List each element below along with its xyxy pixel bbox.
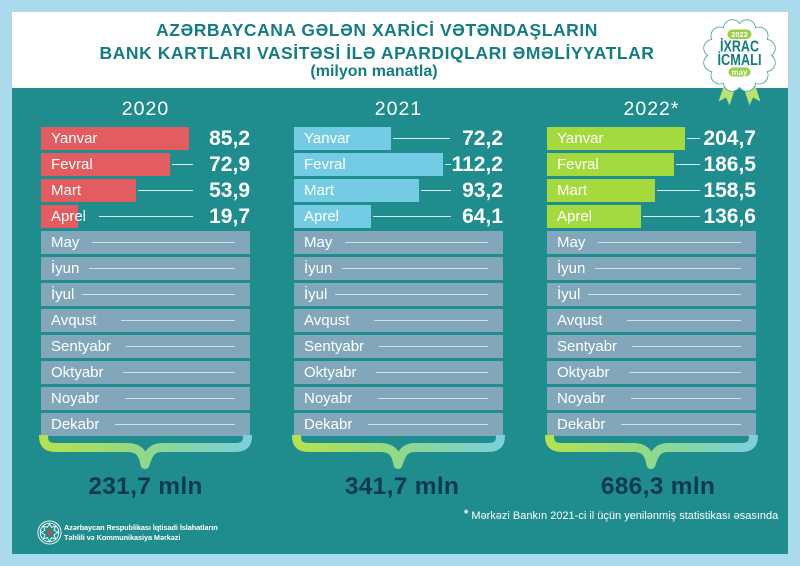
svg-text:may: may: [731, 68, 748, 77]
svg-text:İXRAC: İXRAC: [720, 39, 759, 56]
svg-text:İCMALI: İCMALI: [718, 52, 762, 69]
svg-text:2022: 2022: [731, 30, 748, 39]
